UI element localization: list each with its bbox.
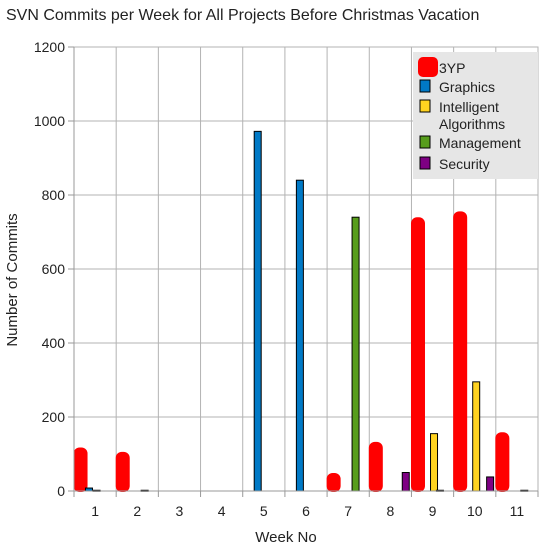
bar-security-week-8 [401, 472, 410, 492]
bar-3yp-week-2 [115, 451, 130, 493]
bar-security-week-10 [486, 476, 495, 492]
axes [68, 46, 539, 497]
legend-label-intelligent-algorithms: Algorithms [439, 116, 505, 132]
x-tick-label: 10 [467, 503, 483, 519]
bar-3yp-week-11 [495, 432, 510, 492]
bar-graphics-week-5 [253, 130, 262, 492]
y-tick-label: 800 [42, 187, 66, 203]
legend-swatch-3yp [418, 57, 438, 77]
legend-label-management: Management [439, 135, 521, 151]
y-axis-label: Number of Commits [4, 213, 21, 346]
legend-swatch-security [419, 156, 431, 170]
y-tick-label: 600 [42, 261, 66, 277]
bar-3yp-week-8 [368, 441, 383, 492]
legend-swatch-graphics [419, 79, 431, 93]
legend-label-intelligent-algorithms: Intelligent [439, 99, 499, 115]
legend-label-graphics: Graphics [439, 79, 495, 95]
y-tick-label: 400 [42, 335, 66, 351]
x-tick-label: 6 [302, 503, 310, 519]
x-tick-label: 3 [176, 503, 184, 519]
bar-3yp-week-1 [73, 447, 88, 493]
bar-intelligent-algorithms-week-9 [430, 433, 439, 492]
legend-label-security: Security [439, 156, 490, 172]
bar-management-week-7 [351, 216, 360, 492]
y-tick-label: 200 [42, 409, 66, 425]
bar-3yp-week-10 [453, 211, 468, 492]
legend-swatch-management [419, 135, 431, 149]
y-tick-labels: 0 200 400 600 800 1000 1200 [34, 39, 65, 499]
bar-graphics-week-6 [295, 179, 304, 492]
y-tick-label: 1200 [34, 39, 65, 55]
bar-3yp-week-9 [410, 217, 425, 492]
y-tick-label: 0 [57, 483, 65, 499]
legend-label-3yp: 3YP [439, 60, 465, 76]
x-axis-label: Week No [255, 529, 316, 546]
bars [73, 130, 529, 493]
x-tick-label: 4 [218, 503, 226, 519]
x-tick-label: 5 [260, 503, 268, 519]
x-tick-label: 9 [429, 503, 437, 519]
x-tick-label: 7 [344, 503, 352, 519]
x-tick-label: 2 [133, 503, 141, 519]
x-tick-label: 1 [91, 503, 99, 519]
y-tick-label: 1000 [34, 113, 65, 129]
x-tick-label: 11 [510, 503, 525, 519]
chart-title: SVN Commits per Week for All Projects Be… [6, 7, 479, 24]
bar-3yp-week-7 [326, 472, 341, 493]
x-tick-labels: 1 2 3 4 5 6 7 8 9 10 11 [91, 503, 524, 519]
bar-intelligent-algorithms-week-10 [472, 381, 481, 492]
legend-swatch-intelligent-algorithms [419, 99, 431, 113]
x-tick-label: 8 [386, 503, 394, 519]
